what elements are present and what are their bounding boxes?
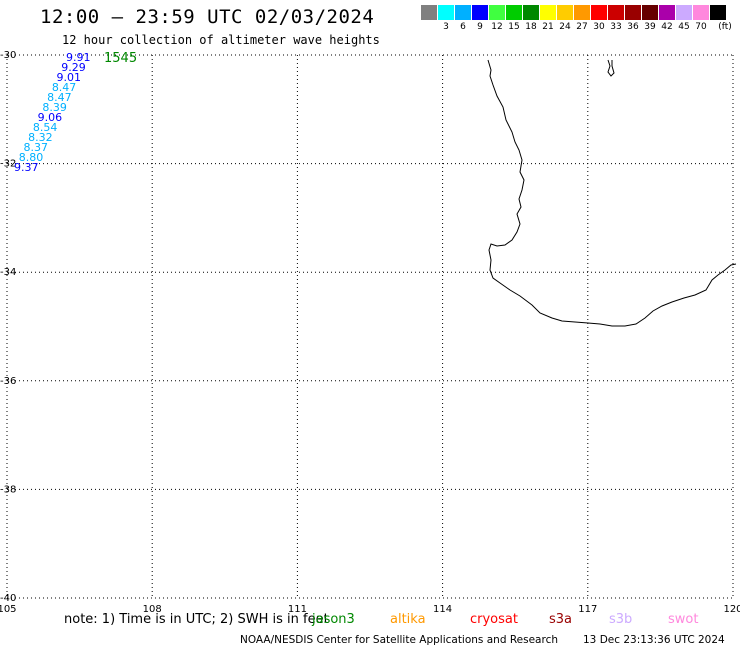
- legend-swatch: [625, 5, 641, 20]
- legend-tick-label: 27: [576, 22, 588, 32]
- map-subtitle: 12 hour collection of altimeter wave hei…: [62, 33, 380, 47]
- wave-height-label: 9.29: [61, 61, 86, 74]
- legend-tick-label: 18: [525, 22, 537, 32]
- note-text: note: 1) Time is in UTC; 2) SWH is in fe…: [64, 612, 329, 627]
- wave-height-label: 9.06: [38, 111, 63, 124]
- latitude-label: -34: [0, 267, 16, 278]
- legend-tick-label: 30: [593, 22, 605, 32]
- longitude-label: 117: [578, 604, 597, 615]
- wave-height-label: 8.47: [52, 81, 76, 94]
- satellite-label: altika: [390, 612, 426, 627]
- legend-tick-label: 21: [542, 22, 554, 32]
- latitude-label: -38: [0, 484, 16, 495]
- island-coastline: [607, 59, 615, 77]
- satellite-label: cryosat: [470, 612, 518, 627]
- latitude-label: -36: [0, 376, 16, 387]
- timestamp-text: 13 Dec 23:13:36 UTC 2024: [583, 634, 725, 646]
- legend-swatch: [693, 5, 709, 20]
- wave-height-label: 8.80: [19, 151, 44, 164]
- legend-tick-label: 12: [491, 22, 503, 32]
- coastline: [487, 59, 737, 327]
- legend-tick-label: 42: [661, 22, 673, 32]
- longitude-label: 111: [288, 604, 307, 615]
- latitude-label: -30: [0, 50, 16, 61]
- wave-height-label: 9.01: [57, 71, 82, 84]
- legend-swatch: [676, 5, 692, 20]
- legend-swatch: [659, 5, 675, 20]
- footer: NOAA/NESDIS Center for Satellite Applica…: [0, 634, 740, 648]
- satellite-label: jason3: [312, 612, 355, 627]
- legend-tick-label: 39: [644, 22, 656, 32]
- latitude-label: -40: [0, 593, 16, 604]
- legend-tick-label: 45: [678, 22, 690, 32]
- longitude-label: 120: [723, 604, 740, 615]
- satellite-label: s3a: [549, 612, 573, 627]
- legend-swatch: [489, 5, 505, 20]
- axis-labels: 105 108 111 114 117 120 -30 -32 -34 -36 -38 -40: [0, 50, 740, 615]
- legend-swatch: [642, 5, 658, 20]
- legend-swatch: [506, 5, 522, 20]
- wave-height-label: 9.37: [14, 161, 39, 174]
- legend-swatch: [608, 5, 624, 20]
- legend-swatch: [591, 5, 607, 20]
- legend-tick-label: 3: [443, 22, 449, 32]
- wave-height-label: 8.47: [47, 91, 72, 104]
- wave-height-label: 9.91: [66, 51, 91, 64]
- longitude-label: 114: [433, 604, 452, 615]
- longitude-label: 105: [0, 604, 17, 615]
- legend-swatch: [523, 5, 539, 20]
- credit-text: NOAA/NESDIS Center for Satellite Applica…: [240, 634, 558, 646]
- legend-tick-label: 9: [477, 22, 483, 32]
- legend-swatch: [557, 5, 573, 20]
- legend-swatch: [574, 5, 590, 20]
- legend-tick-label: 36: [627, 22, 639, 32]
- pass-time-label: 1545: [104, 51, 137, 66]
- wave-height-label: 8.54: [33, 121, 58, 134]
- wave-height-label: 8.37: [23, 141, 47, 154]
- map-title: 12:00 – 23:59 UTC 02/03/2024: [40, 6, 375, 28]
- longitude-label: 108: [143, 604, 162, 615]
- legend-swatch: [710, 5, 726, 20]
- lat-lon-grid: [6, 54, 734, 599]
- legend-tick-label: 33: [610, 22, 622, 32]
- satellite-label: s3b: [609, 612, 633, 627]
- legend-tick-label: 6: [460, 22, 466, 32]
- altimeter-track: 9.919.299.018.478.478.399.068.548.328.37…: [14, 51, 137, 174]
- latitude-label: -32: [0, 159, 16, 170]
- wave-height-label: 8.32: [28, 131, 52, 144]
- legend-swatch: [455, 5, 471, 20]
- legend-swatch: [438, 5, 454, 20]
- legend-unit: (ft): [718, 22, 732, 32]
- legend-swatch: [540, 5, 556, 20]
- legend-tick-label: 15: [508, 22, 520, 32]
- wave-height-label: 8.39: [42, 101, 66, 114]
- note-row: note: 1) Time is in UTC; 2) SWH is in fe…: [0, 612, 740, 630]
- legend-tick-label: 24: [559, 22, 571, 32]
- southwest-australia-coastline: [487, 59, 737, 327]
- legend-swatch: [472, 5, 488, 20]
- legend-swatch: [421, 5, 437, 20]
- satellite-label: swot: [668, 612, 699, 627]
- legend-tick-label: 70: [695, 22, 707, 32]
